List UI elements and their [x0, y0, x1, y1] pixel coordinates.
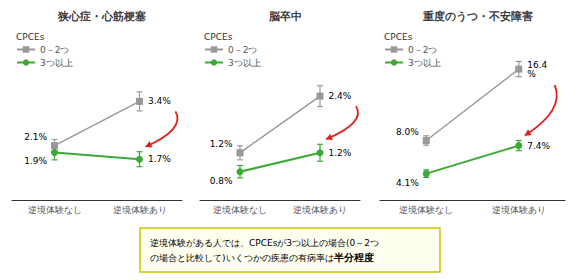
svg-text:半分程度: 半分程度 [333, 252, 374, 263]
svg-text:CPCEs: CPCEs [384, 32, 413, 42]
svg-text:狭心症・心筋梗塞: 狭心症・心筋梗塞 [57, 10, 146, 23]
svg-text:0－2つ: 0－2つ [408, 45, 437, 55]
svg-text:2.1%: 2.1% [24, 132, 47, 142]
svg-text:0－2つ: 0－2つ [40, 45, 69, 55]
svg-text:逆境体験がある人では、CPCEsが3つ以上の場合(0～2つ: 逆境体験がある人では、CPCEsが3つ以上の場合(0～2つ [150, 238, 379, 248]
svg-text:1.7%: 1.7% [148, 154, 171, 164]
svg-text:重度のうつ・不安障害: 重度のうつ・不安障害 [422, 10, 533, 23]
svg-text:3つ以上: 3つ以上 [228, 58, 261, 68]
svg-text:2.4%: 2.4% [329, 91, 352, 101]
svg-text:16.4: 16.4 [527, 59, 548, 70]
svg-text:3.4%: 3.4% [148, 96, 171, 106]
svg-text:1.9%: 1.9% [24, 156, 47, 166]
svg-text:4.1%: 4.1% [396, 178, 419, 188]
svg-text:逆境体験あり: 逆境体験あり [492, 205, 546, 215]
svg-text:1.2%: 1.2% [329, 148, 352, 158]
svg-text:CPCEs: CPCEs [16, 32, 45, 42]
svg-text:8.0%: 8.0% [396, 127, 419, 137]
svg-text:3つ以上: 3つ以上 [40, 58, 73, 68]
svg-text:0.8%: 0.8% [210, 176, 233, 186]
svg-text:0－2つ: 0－2つ [228, 45, 257, 55]
svg-text:1.2%: 1.2% [210, 139, 233, 149]
svg-text:逆境体験なし: 逆境体験なし [28, 205, 82, 215]
svg-text:逆境体験あり: 逆境体験あり [293, 205, 347, 215]
svg-text:%: % [527, 69, 536, 79]
svg-text:逆境体験なし: 逆境体験なし [213, 205, 267, 215]
svg-text:逆境体験なし: 逆境体験なし [399, 205, 453, 215]
svg-text:の場合と比較して)いくつかの疾患の有病率は: の場合と比較して)いくつかの疾患の有病率は [150, 253, 334, 263]
svg-text:CPCEs: CPCEs [204, 32, 233, 42]
svg-text:7.4%: 7.4% [527, 141, 550, 151]
svg-text:逆境体験あり: 逆境体験あり [113, 205, 167, 215]
svg-text:3つ以上: 3つ以上 [408, 58, 441, 68]
svg-text:脳卒中: 脳卒中 [268, 10, 302, 23]
